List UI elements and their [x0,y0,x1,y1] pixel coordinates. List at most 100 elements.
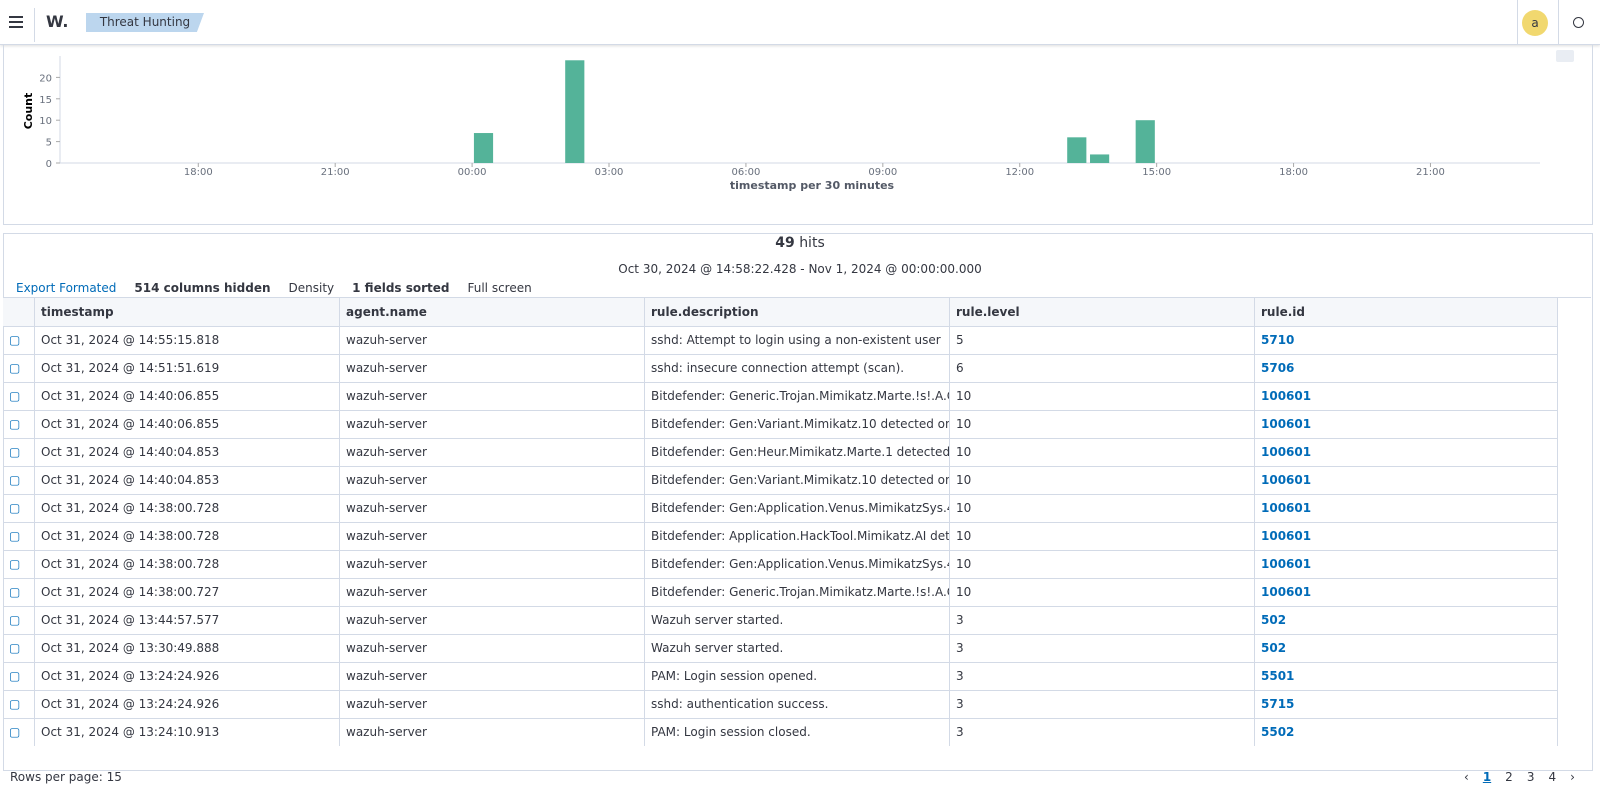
table-cell[interactable]: 100601 [1255,578,1558,606]
table-cell: Wazuh server started. [645,606,950,634]
x-tick-label: 18:00 [1279,167,1308,178]
table-cell: sshd: insecure connection attempt (scan)… [645,354,950,382]
expand-button[interactable]: ▢ [3,326,35,354]
table-cell[interactable]: 100601 [1255,494,1558,522]
table-cell: wazuh-server [340,326,645,354]
page-link[interactable]: 3 [1526,770,1535,784]
expand-button[interactable]: ▢ [3,466,35,494]
table-cell: wazuh-server [340,522,645,550]
toolbar-button[interactable]: 1 fields sorted [352,281,450,295]
table-cell: Oct 31, 2024 @ 14:40:06.855 [35,382,340,410]
expand-button[interactable]: ▢ [3,438,35,466]
column-header[interactable]: agent.name [340,298,645,326]
table-cell: sshd: Attempt to login using a non-exist… [645,326,950,354]
column-header[interactable]: rule.description [645,298,950,326]
page-link[interactable]: 1 [1482,770,1492,784]
logo[interactable]: W. [46,12,69,31]
table-cell[interactable]: 5706 [1255,354,1558,382]
time-range: Oct 30, 2024 @ 14:58:22.428 - Nov 1, 202… [618,262,982,276]
row-divider [3,438,1558,439]
toolbar-button[interactable]: Export Formated [16,281,117,295]
table-cell[interactable]: 100601 [1255,382,1558,410]
table-cell: 3 [950,606,1255,634]
toolbar-button[interactable]: Full screen [467,281,532,295]
expand-button[interactable]: ▢ [3,634,35,662]
table-cell: 10 [950,578,1255,606]
table-cell[interactable]: 5502 [1255,718,1558,746]
expand-button[interactable]: ▢ [3,718,35,746]
table-cell[interactable]: 100601 [1255,522,1558,550]
table-cell: Oct 31, 2024 @ 13:24:24.926 [35,662,340,690]
table-cell: wazuh-server [340,494,645,522]
column-header[interactable]: rule.id [1255,298,1558,326]
table-cell: wazuh-server [340,354,645,382]
page-link[interactable]: 2 [1505,770,1513,784]
hits-number: 49 [775,235,795,251]
column-header[interactable]: rule.level [950,298,1255,326]
expand-button[interactable]: ▢ [3,606,35,634]
table-cell: wazuh-server [340,382,645,410]
table-cell: Bitdefender: Gen:Heur.Mimikatz.Marte.1 d… [645,438,950,466]
bar[interactable] [1067,137,1087,163]
expand-button[interactable]: ▢ [3,410,35,438]
table-cell[interactable]: 100601 [1255,410,1558,438]
table-cell: Oct 31, 2024 @ 14:38:00.728 [35,522,340,550]
table-cell: Bitdefender: Gen:Variant.Mimikatz.10 det… [645,410,950,438]
divider [1517,0,1518,44]
avatar[interactable]: a [1522,10,1548,36]
table-cell: Oct 31, 2024 @ 13:44:57.577 [35,606,340,634]
row-divider [3,494,1558,495]
results-panel [3,233,1593,771]
table-cell[interactable]: 502 [1255,606,1558,634]
table-cell: 10 [950,410,1255,438]
prev-page[interactable]: ‹ [1464,770,1469,784]
y-tick-label: 10 [39,116,52,127]
table-cell[interactable]: 5710 [1255,326,1558,354]
expand-button[interactable]: ▢ [3,354,35,382]
expand-button[interactable]: ▢ [3,550,35,578]
expand-button[interactable]: ▢ [3,382,35,410]
menu-button[interactable] [9,16,23,18]
table-cell[interactable]: 100601 [1255,466,1558,494]
row-divider [3,690,1558,691]
x-tick-label: 15:00 [1142,167,1171,178]
next-page[interactable]: › [1570,770,1575,784]
x-tick-label: 21:00 [321,167,350,178]
x-tick-label: 09:00 [868,167,897,178]
table-cell[interactable]: 5501 [1255,662,1558,690]
toolbar-button[interactable]: 514 columns hidden [134,281,271,295]
table-cell: 3 [950,634,1255,662]
table-cell: Bitdefender: Generic.Trojan.Mimikatz.Mar… [645,382,950,410]
toolbar-button[interactable]: Density [288,281,335,295]
bar[interactable] [1090,154,1110,163]
help-button[interactable] [1573,17,1584,28]
column-header[interactable]: timestamp [35,298,340,326]
table-cell: Oct 31, 2024 @ 13:24:10.913 [35,718,340,746]
table-cell[interactable]: 502 [1255,634,1558,662]
x-tick-label: 12:00 [1005,167,1034,178]
chart-options[interactable] [1556,50,1574,62]
expand-button[interactable]: ▢ [3,578,35,606]
bar[interactable] [1135,120,1155,163]
table-cell: Oct 31, 2024 @ 14:40:04.853 [35,466,340,494]
table-cell[interactable]: 5715 [1255,690,1558,718]
data-grid: timestamp agent.name rule.description rule.… [3,297,1591,746]
expand-button[interactable]: ▢ [3,690,35,718]
rows-per-page[interactable]: Rows per page: 15 [10,770,122,784]
table-cell: 10 [950,438,1255,466]
row-divider [3,466,1558,467]
top-bar: W. Threat Hunting a [0,0,1600,45]
table-cell: wazuh-server [340,578,645,606]
page-link[interactable]: 4 [1548,770,1557,784]
table-cell[interactable]: 100601 [1255,550,1558,578]
expand-button[interactable]: ▢ [3,494,35,522]
bar[interactable] [565,60,585,163]
table-cell[interactable]: 100601 [1255,438,1558,466]
x-tick-label: 18:00 [184,167,213,178]
y-tick-label: 20 [39,73,52,84]
expand-button[interactable]: ▢ [3,662,35,690]
expand-button[interactable]: ▢ [3,522,35,550]
bar[interactable] [473,133,494,163]
breadcrumb[interactable]: Threat Hunting [86,13,204,32]
